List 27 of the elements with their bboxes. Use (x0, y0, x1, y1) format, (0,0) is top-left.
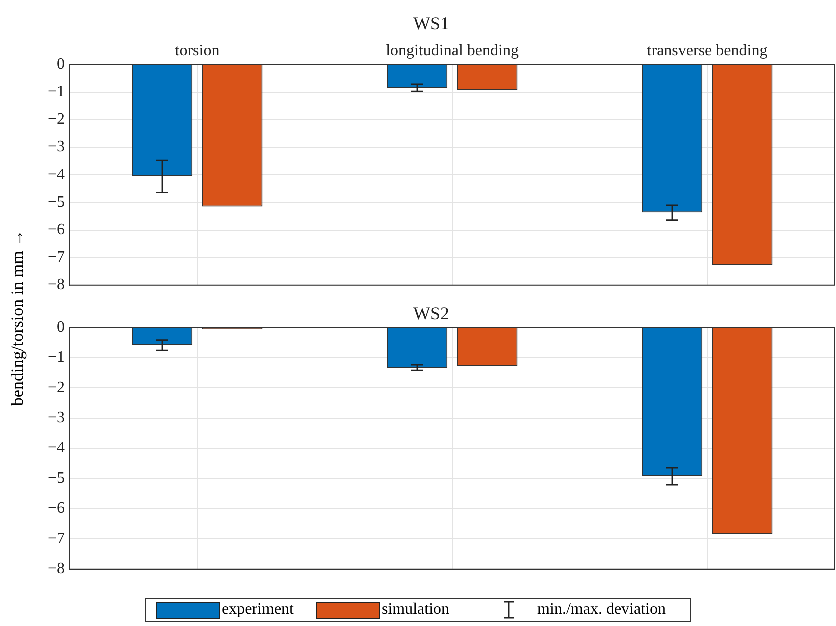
y-tick-label: −4 (48, 440, 65, 457)
y-tick-label: −4 (48, 166, 65, 184)
y-tick-label: 0 (57, 318, 65, 336)
y-axis-title: bending/torsion in mm → (8, 230, 28, 406)
y-tick-label: −5 (48, 470, 65, 487)
legend-label: simulation (381, 601, 450, 619)
x-tick-label: longitudinal bending (386, 42, 519, 60)
y-tick-label: −3 (48, 409, 65, 426)
y-tick-label: 0 (57, 56, 65, 74)
chart-title: WS2 (414, 304, 450, 324)
legend-label: experiment (221, 601, 294, 619)
y-tick-label: −6 (48, 500, 65, 518)
y-tick-label: −2 (48, 111, 65, 128)
x-tick-label: transverse bending (647, 42, 768, 60)
y-tick-label: −1 (48, 349, 65, 366)
chart-title: WS1 (414, 14, 450, 34)
y-tick-label: −5 (48, 194, 65, 211)
text: min./max. deviation (536, 601, 666, 619)
y-tick-label: −7 (48, 249, 65, 266)
y-tick-label: −7 (48, 530, 65, 548)
y-tick-label: −3 (48, 138, 65, 156)
y-tick-label: −8 (48, 560, 65, 578)
x-tick-label: torsion (175, 42, 220, 60)
y-tick-label: −6 (48, 221, 65, 238)
y-tick-label: −1 (48, 84, 65, 101)
y-tick-label: −2 (48, 379, 65, 396)
y-tick-label: −8 (48, 276, 65, 294)
